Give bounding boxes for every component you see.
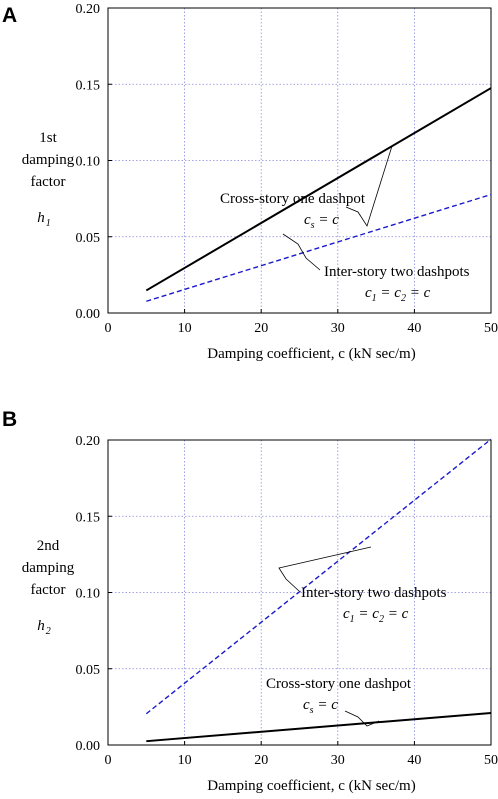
series-annotation-label: Cross-story one dashpot (266, 676, 412, 692)
y-tick-label: 0.20 (76, 2, 101, 17)
panel-label: B (2, 408, 17, 431)
x-tick-label: 10 (178, 321, 192, 336)
panel-label: A (2, 4, 17, 27)
y-axis-label-line: damping (22, 152, 75, 168)
y-tick-label: 0.05 (76, 663, 101, 678)
series-annotation-equation: cs = c (303, 697, 338, 716)
series-line-cross-story (145, 87, 492, 292)
series-annotation-equation: cs = c (304, 212, 339, 231)
y-tick-label: 0.15 (76, 78, 101, 93)
x-axis-title: Damping coefficient, c (kN sec/m) (207, 346, 415, 362)
series-line-inter-story (145, 438, 492, 715)
y-axis-label-line: damping (22, 560, 75, 576)
x-tick-label: 50 (484, 321, 498, 336)
x-tick-label: 20 (254, 321, 268, 336)
y-tick-label: 0.15 (76, 510, 101, 525)
annotation-leader (282, 233, 321, 271)
annotation-leader (345, 145, 393, 227)
series-annotation-label: Cross-story one dashpot (220, 191, 366, 207)
y-tick-label: 0.20 (76, 434, 101, 449)
annotation-leader (278, 546, 372, 592)
x-tick-label: 40 (407, 321, 421, 336)
y-axis-symbol: h1 (37, 210, 51, 229)
y-tick-label: 0.00 (76, 307, 101, 322)
y-tick-label: 0.10 (76, 587, 101, 602)
x-tick-label: 20 (254, 753, 268, 768)
series-line-inter-story (146, 193, 492, 302)
x-axis-title: Damping coefficient, c (kN sec/m) (207, 778, 415, 794)
y-axis-label-line: factor (31, 174, 66, 190)
y-axis-label-line: factor (31, 582, 66, 598)
x-tick-label: 0 (105, 753, 112, 768)
x-tick-label: 30 (331, 753, 345, 768)
y-tick-label: 0.10 (76, 155, 101, 170)
x-tick-label: 30 (331, 321, 345, 336)
chart-panel-A: A 0 10 20 30 40 50 0.00 0.05 0.10 0.15 0.20 Damping … (2, 2, 498, 362)
series-annotation-equation: c1 = c2 = c (365, 285, 431, 304)
chart-panel-B: B 0 10 20 30 40 50 0.00 0.05 0.10 0.15 0.20 Damping … (2, 408, 498, 794)
y-tick-label: 0.00 (76, 739, 101, 754)
annotation-leader (344, 710, 380, 727)
series-annotation-label: Inter-story two dashpots (301, 585, 447, 601)
series-annotation-label: Inter-story two dashpots (324, 264, 470, 280)
x-tick-label: 10 (178, 753, 192, 768)
series-annotation-equation: c1 = c2 = c (343, 606, 409, 625)
series-line-cross-story (146, 711, 492, 743)
y-axis-symbol: h2 (37, 618, 51, 637)
y-axis-label-line: 1st (39, 130, 57, 146)
y-tick-label: 0.05 (76, 231, 101, 246)
x-tick-label: 50 (484, 753, 498, 768)
y-axis-label-line: 2nd (37, 538, 60, 554)
x-tick-label: 0 (105, 321, 112, 336)
x-tick-label: 40 (407, 753, 421, 768)
